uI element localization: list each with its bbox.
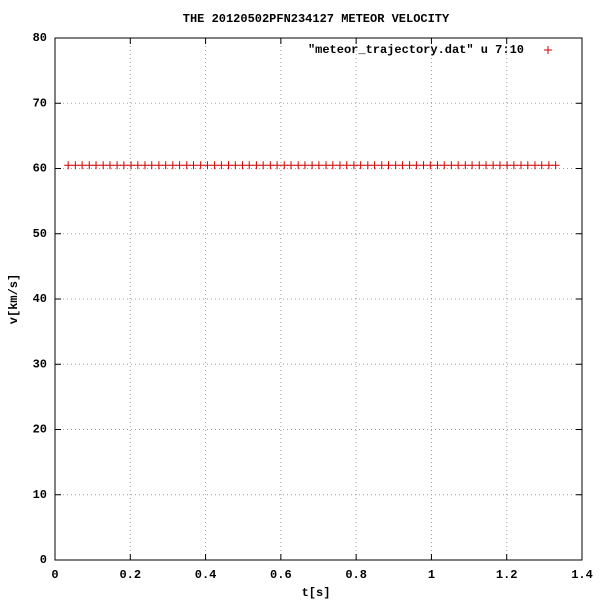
legend-label: "meteor_trajectory.dat" u 7:10 [308, 43, 524, 57]
data-point [503, 161, 512, 170]
data-point [495, 161, 504, 170]
data-point [273, 161, 282, 170]
data-point [252, 161, 261, 170]
data-point [384, 161, 393, 170]
x-tick-label: 0.8 [345, 568, 367, 582]
data-point [175, 161, 184, 170]
data-point [370, 161, 379, 170]
data-point [231, 161, 240, 170]
plot-frame [54, 37, 583, 561]
data-point [461, 161, 470, 170]
data-point [322, 161, 331, 170]
x-tick-label: 1 [428, 568, 435, 582]
data-point [377, 161, 386, 170]
data-point [294, 161, 303, 170]
data-point [133, 161, 142, 170]
chart-title: THE 20120502PFN234127 METEOR VELOCITY [183, 12, 450, 26]
data-point [544, 161, 553, 170]
x-tick-label: 1.4 [571, 568, 593, 582]
data-point [509, 161, 518, 170]
y-tick-label: 10 [33, 488, 47, 502]
data-point [224, 161, 233, 170]
data-point [300, 161, 309, 170]
y-tick-label: 20 [33, 423, 47, 437]
data-point [92, 161, 101, 170]
data-point [537, 161, 546, 170]
data-point [335, 161, 344, 170]
x-tick-label: 0 [51, 568, 58, 582]
y-tick-label: 30 [33, 357, 47, 371]
data-point [119, 161, 128, 170]
data-point [517, 161, 526, 170]
y-tick-label: 70 [33, 96, 47, 110]
data-point [398, 161, 407, 170]
data-point [280, 161, 289, 170]
data-point [454, 161, 463, 170]
data-point [356, 161, 365, 170]
data-point [328, 161, 337, 170]
x-tick-label: 0.4 [195, 568, 217, 582]
data-point [419, 161, 428, 170]
data-point [308, 161, 317, 170]
data-point [127, 161, 136, 170]
data-point [482, 161, 491, 170]
x-tick-label: 0.6 [270, 568, 292, 582]
data-point [440, 161, 449, 170]
data-point [147, 161, 156, 170]
y-tick-label: 50 [33, 227, 47, 241]
data-point [523, 161, 532, 170]
x-axis-label: t[s] [302, 586, 331, 600]
data-point [412, 161, 421, 170]
data-point [342, 161, 351, 170]
data-point [489, 161, 498, 170]
data-point [391, 161, 400, 170]
y-axis-label: v[km/s] [7, 274, 21, 324]
y-tick-label: 60 [33, 162, 47, 176]
data-point [475, 161, 484, 170]
data-point [259, 161, 268, 170]
data-point [71, 161, 80, 170]
data-point [168, 161, 177, 170]
data-point [140, 161, 149, 170]
data-point [189, 161, 198, 170]
data-point [287, 161, 296, 170]
data-point [363, 161, 372, 170]
data-point [105, 161, 114, 170]
data-point [113, 161, 122, 170]
data-point [551, 161, 560, 170]
data-point [154, 161, 163, 170]
data-point [245, 161, 254, 170]
data-point [266, 161, 275, 170]
data-point [203, 161, 212, 170]
y-tick-label: 0 [40, 553, 47, 567]
x-tick-label: 0.2 [119, 568, 141, 582]
legend-marker [544, 46, 552, 54]
data-point [210, 161, 219, 170]
data-point [433, 161, 442, 170]
data-point [349, 161, 358, 170]
data-point [426, 161, 435, 170]
data-point [314, 161, 323, 170]
y-tick-label: 80 [33, 31, 47, 45]
data-point [468, 161, 477, 170]
data-point [405, 161, 414, 170]
data-point [78, 161, 87, 170]
data-point [64, 161, 73, 170]
data-point [530, 161, 539, 170]
x-tick-label: 1.2 [496, 568, 518, 582]
data-point [196, 161, 205, 170]
data-point [85, 161, 94, 170]
data-point [161, 161, 170, 170]
data-point [447, 161, 456, 170]
data-point [217, 161, 226, 170]
data-point [238, 161, 247, 170]
y-tick-label: 40 [33, 292, 47, 306]
data-point [182, 161, 191, 170]
data-point [99, 161, 108, 170]
